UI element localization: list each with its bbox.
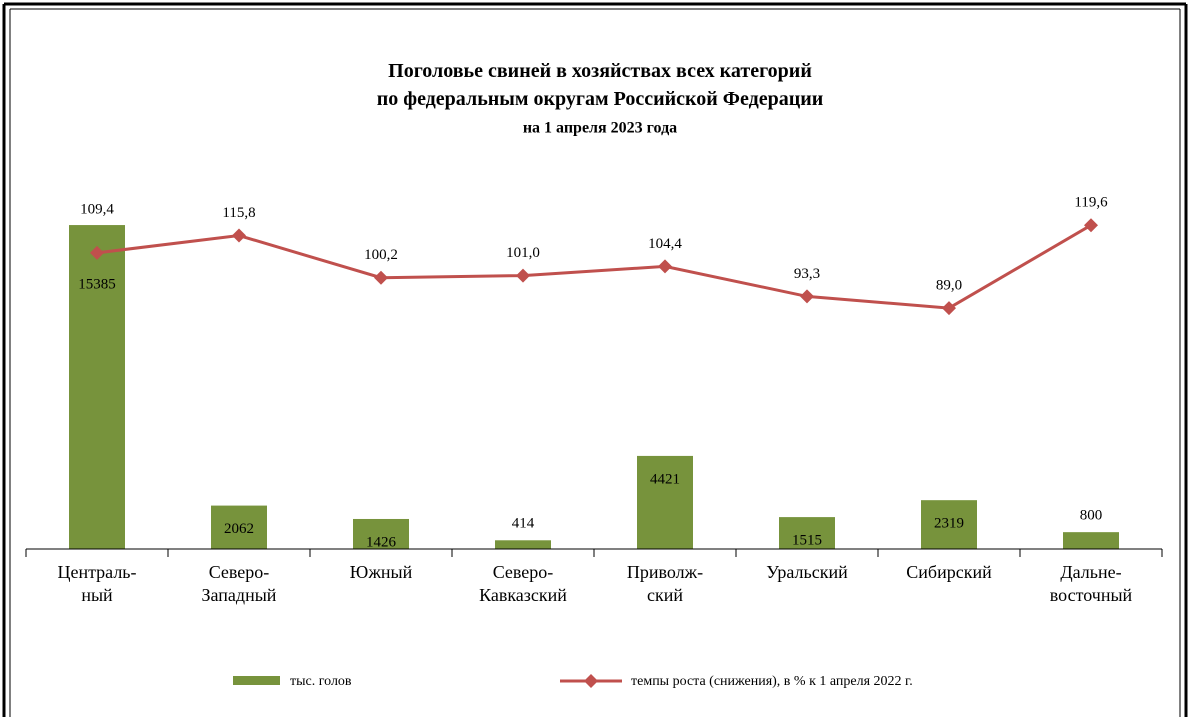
x-tick-label: Южный [350, 562, 413, 582]
line-marker [90, 245, 104, 260]
legend-swatch [233, 676, 280, 685]
line-marker [658, 259, 672, 274]
bar-value-label: 2062 [224, 521, 254, 537]
x-tick-label: Северо-Кавказский [479, 562, 567, 605]
line-value-label: 100,2 [364, 247, 398, 263]
legend-label: тыс. голов [290, 674, 352, 689]
line-marker [1084, 218, 1098, 233]
line-marker [516, 268, 530, 283]
line-value-label: 93,3 [794, 266, 820, 282]
bar-value-label: 1515 [792, 533, 822, 549]
bar [211, 505, 267, 549]
x-tick-label: Централь-ный [57, 562, 136, 605]
line-value-label: 109,4 [80, 201, 114, 217]
x-tick-label: Северо-Западный [202, 562, 277, 605]
x-tick-label: Сибирский [906, 562, 992, 582]
legend-marker [584, 674, 598, 688]
bar-value-label: 800 [1080, 508, 1103, 524]
line-marker [800, 289, 814, 304]
bar [921, 500, 977, 549]
line-marker [232, 228, 246, 243]
line-marker [942, 301, 956, 316]
line-marker [374, 270, 388, 285]
bar-value-label: 1426 [366, 534, 397, 550]
bar-value-label: 2319 [934, 516, 964, 532]
line-value-label: 89,0 [936, 278, 962, 294]
bar-value-label: 4421 [650, 471, 680, 487]
chart-title: Поголовье свиней в хозяйствах всех катег… [377, 60, 824, 110]
x-tick-label: Дальне-восточный [1050, 562, 1133, 605]
line-value-label: 104,4 [648, 236, 682, 252]
bar [1063, 532, 1119, 549]
bar [637, 455, 693, 549]
line [96, 223, 1092, 310]
bar [779, 517, 835, 549]
line-value-label: 119,6 [1074, 195, 1108, 211]
bar [69, 225, 125, 549]
x-tick-label: Приволж-ский [627, 562, 703, 605]
bar [353, 518, 409, 549]
bar-value-label: 414 [512, 516, 535, 532]
line-value-label: 101,0 [506, 245, 540, 261]
bar [495, 540, 551, 549]
x-tick-label: Уральский [766, 562, 848, 582]
bar-value-label: 15385 [78, 276, 116, 292]
line-value-label: 115,8 [222, 205, 255, 221]
legend-label: темпы роста (снижения), в % к 1 апреля 2… [631, 674, 913, 689]
chart-subtitle: на 1 апреля 2023 года [523, 120, 677, 137]
